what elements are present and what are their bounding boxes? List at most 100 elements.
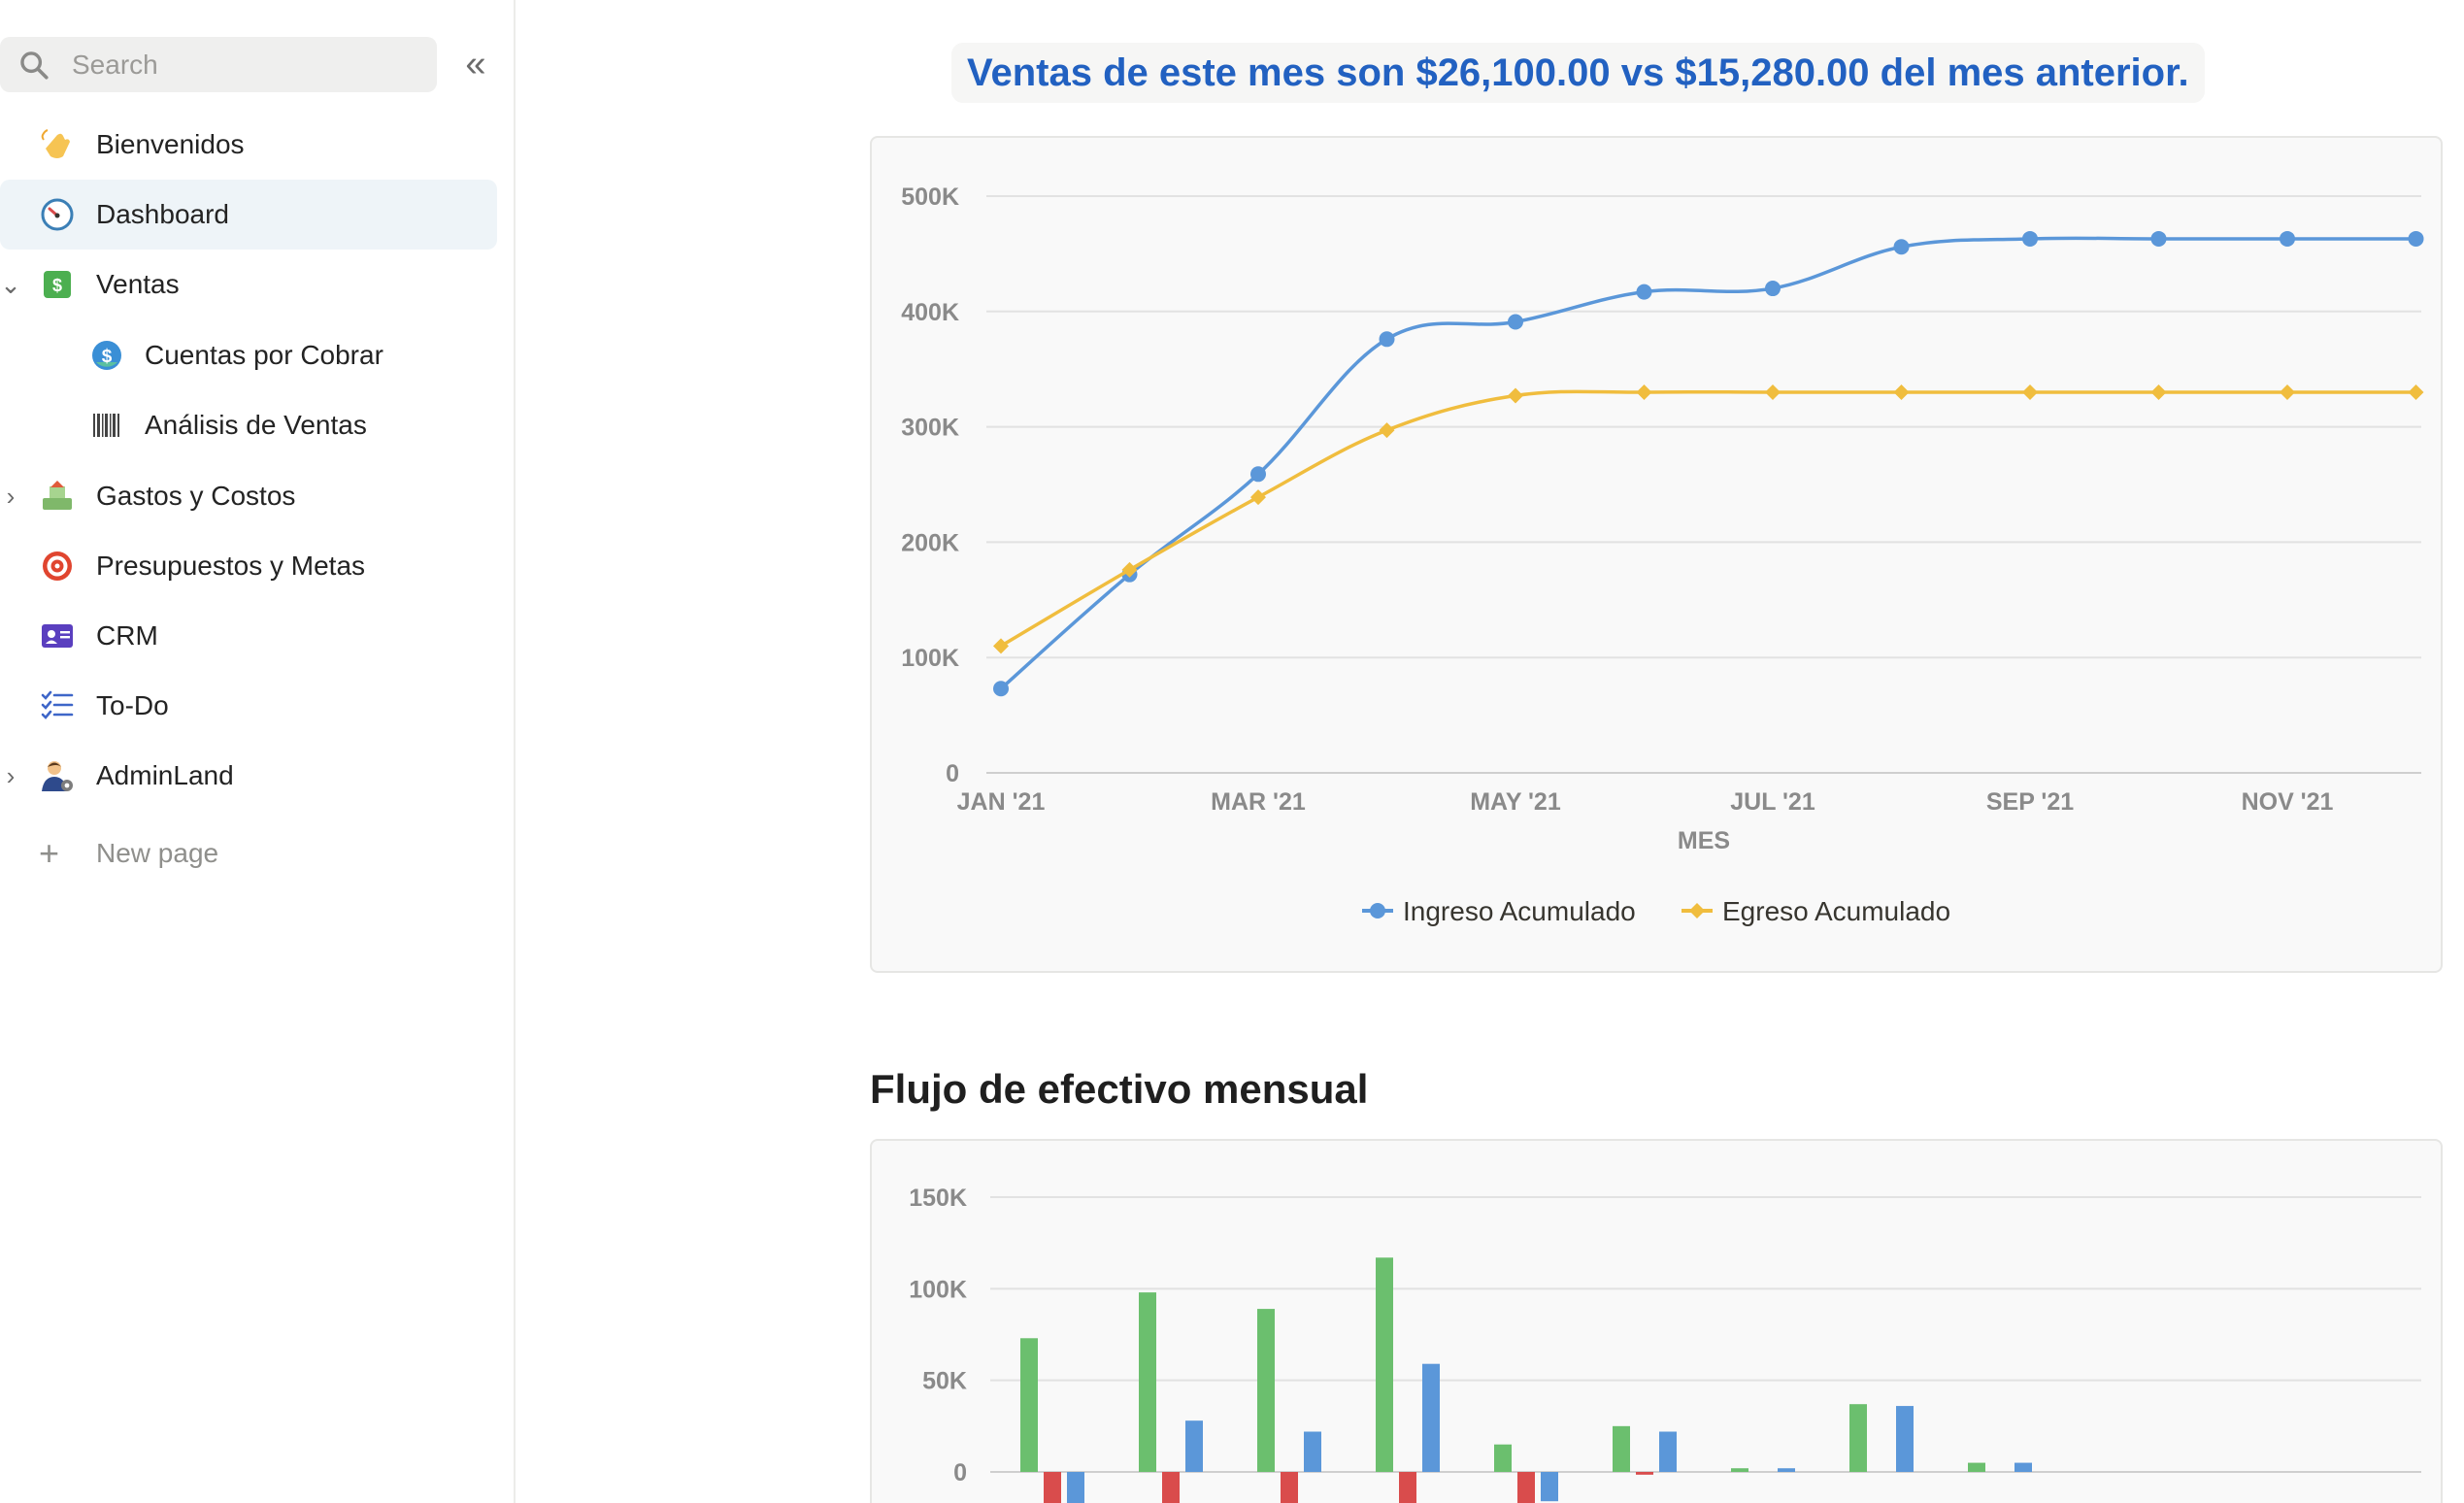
sidebar-item-label: Cuentas por Cobrar <box>145 340 383 370</box>
data-point[interactable] <box>1379 422 1395 439</box>
bar[interactable] <box>1257 1309 1275 1472</box>
sidebar-item-label: AdminLand <box>96 760 234 790</box>
data-point[interactable] <box>2408 230 2424 247</box>
sidebar-item-crm[interactable]: CRM <box>0 601 497 671</box>
admin-person-icon <box>39 757 76 794</box>
bar[interactable] <box>1778 1468 1795 1472</box>
cash-flow-bar-chart: 0 50K 100K 150K <box>909 1185 2421 1503</box>
sidebar: « Bienvenidos Dashboard ⌄ $ Ventas $ Cue… <box>0 0 516 1503</box>
data-point[interactable] <box>2280 230 2295 247</box>
sidebar-item-adminland[interactable]: › AdminLand <box>0 741 497 811</box>
svg-text:$: $ <box>102 347 113 367</box>
sidebar-item-presupuestos-y-metas[interactable]: Presupuestos y Metas <box>0 531 497 601</box>
data-point[interactable] <box>1893 384 1910 400</box>
bar[interactable] <box>1968 1462 1985 1472</box>
bar[interactable] <box>1494 1444 1512 1472</box>
contact-card-icon <box>39 618 76 654</box>
data-point[interactable] <box>2150 230 2167 247</box>
sidebar-item-dashboard[interactable]: Dashboard <box>0 180 497 250</box>
sidebar-item-label: CRM <box>96 620 158 651</box>
data-point[interactable] <box>2150 384 2167 400</box>
bar[interactable] <box>1185 1420 1203 1472</box>
data-point[interactable] <box>1379 331 1395 348</box>
sidebar-item-bienvenidos[interactable]: Bienvenidos <box>0 110 497 180</box>
data-point[interactable] <box>1765 281 1781 297</box>
cumulative-line-chart-card: 0 100K 200K 300K 400K 500K JAN '21 MAR '21 MAY '… <box>870 136 2443 973</box>
bar[interactable] <box>1636 1472 1653 1475</box>
x-tick-label: MAR '21 <box>1211 788 1306 816</box>
sidebar-item-label: Análisis de Ventas <box>145 410 367 440</box>
sidebar-item-ventas[interactable]: ⌄ $ Ventas <box>0 250 497 319</box>
bar[interactable] <box>1896 1406 1914 1472</box>
data-point[interactable] <box>2022 384 2038 400</box>
search-icon <box>20 50 49 80</box>
new-page-button[interactable]: + New page <box>0 821 497 885</box>
waving-hand-icon <box>39 126 76 163</box>
double-chevron-left-icon[interactable]: « <box>465 43 486 84</box>
sidebar-item-cuentas-por-cobrar[interactable]: $ Cuentas por Cobrar <box>0 320 497 390</box>
data-point[interactable] <box>1508 387 1523 404</box>
data-point[interactable] <box>1636 384 1652 400</box>
sidebar-item-label: Dashboard <box>96 199 229 229</box>
sidebar-item-gastos-y-costos[interactable]: › Gastos y Costos <box>0 461 497 531</box>
y-tick-label: 100K <box>909 1276 967 1303</box>
x-axis-title: MES <box>1678 827 1730 854</box>
legend-label[interactable]: Egreso Acumulado <box>1722 896 1950 926</box>
bar[interactable] <box>1162 1472 1180 1503</box>
data-point[interactable] <box>1250 466 1266 483</box>
data-point[interactable] <box>1250 489 1266 506</box>
bar[interactable] <box>1020 1338 1038 1472</box>
x-tick-label: SEP '21 <box>1986 788 2074 816</box>
bar[interactable] <box>1517 1472 1535 1503</box>
legend-marker <box>1370 903 1385 918</box>
cumulative-line-chart: 0 100K 200K 300K 400K 500K JAN '21 MAR '21 MAY '… <box>901 184 2424 926</box>
search-input[interactable] <box>72 49 402 81</box>
x-tick-label: MAY '21 <box>1470 788 1561 816</box>
bar[interactable] <box>1304 1431 1321 1472</box>
speedometer-icon <box>39 196 76 233</box>
sidebar-item-to-do[interactable]: To-Do <box>0 671 497 741</box>
data-point[interactable] <box>1636 284 1652 300</box>
bar[interactable] <box>1849 1404 1867 1472</box>
data-point[interactable] <box>2022 230 2038 247</box>
sidebar-item-analisis-de-ventas[interactable]: Análisis de Ventas <box>0 390 497 460</box>
data-point[interactable] <box>1765 384 1781 400</box>
chevron-right-icon[interactable]: › <box>6 481 16 511</box>
search-box[interactable] <box>0 37 437 92</box>
sales-headline: Ventas de este mes son $26,100.00 vs $15… <box>951 43 2205 103</box>
bar[interactable] <box>1139 1292 1156 1472</box>
chevron-right-icon[interactable]: › <box>6 760 16 790</box>
bar[interactable] <box>1731 1468 1748 1472</box>
bar[interactable] <box>1399 1472 1416 1503</box>
data-point[interactable] <box>1893 239 1910 255</box>
bar[interactable] <box>1422 1363 1440 1472</box>
legend-label[interactable]: Ingreso Acumulado <box>1403 896 1636 926</box>
data-point[interactable] <box>1121 561 1138 578</box>
bar[interactable] <box>1376 1257 1393 1472</box>
data-point[interactable] <box>1508 314 1523 330</box>
x-tick-label: NOV '21 <box>2242 788 2334 816</box>
data-point[interactable] <box>993 681 1009 697</box>
sidebar-item-label: Ventas <box>96 269 180 299</box>
data-point[interactable] <box>993 638 1009 654</box>
bar[interactable] <box>1067 1472 1084 1503</box>
chevron-down-icon[interactable]: ⌄ <box>0 269 21 299</box>
data-point[interactable] <box>2280 384 2295 400</box>
y-tick-label: 400K <box>901 299 959 326</box>
sidebar-item-label: Presupuestos y Metas <box>96 551 366 581</box>
y-tick-label: 300K <box>901 415 959 442</box>
bar[interactable] <box>2014 1462 2032 1472</box>
data-point[interactable] <box>2408 384 2424 400</box>
sales-headline-text: Ventas de este mes son $26,100.00 vs $15… <box>967 50 2189 94</box>
bar[interactable] <box>1613 1425 1630 1472</box>
series-line <box>999 236 2416 690</box>
bar[interactable] <box>1044 1472 1061 1503</box>
legend-marker <box>1689 903 1705 918</box>
svg-text:$: $ <box>52 276 62 295</box>
y-tick-label: 50K <box>922 1368 967 1395</box>
sidebar-item-label: Bienvenidos <box>96 129 245 159</box>
bar[interactable] <box>1541 1472 1558 1502</box>
bar[interactable] <box>1659 1431 1677 1472</box>
bar[interactable] <box>1281 1472 1298 1503</box>
plus-icon: + <box>39 833 60 873</box>
